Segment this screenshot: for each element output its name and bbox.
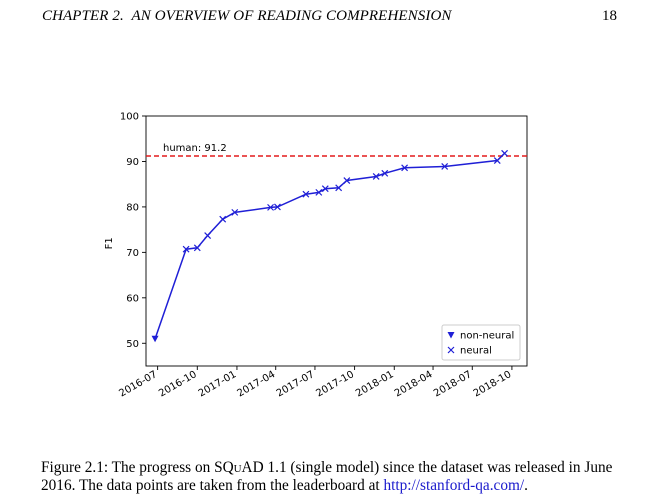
neural-data-point: [274, 203, 281, 211]
neural-data-point: [231, 208, 239, 216]
x-tick-label: 2018-10: [472, 369, 514, 399]
x-tick-label: 2016-10: [157, 369, 199, 399]
neural-data-point: [219, 215, 227, 223]
page-header: CHAPTER 2. AN OVERVIEW OF READING COMPRE…: [42, 8, 617, 28]
y-axis-label: F1: [104, 237, 115, 249]
neural-data-point: [493, 157, 501, 164]
plot-frame: [145, 115, 528, 367]
neural-data-point: [302, 190, 310, 198]
figure-caption: Figure 2.1: The progress on SQuAD 1.1 (s…: [41, 459, 626, 495]
y-tick-label: 70: [126, 248, 139, 259]
y-tick-label: 80: [126, 202, 139, 213]
neural-data-point: [401, 164, 409, 172]
neural-data-point: [381, 169, 389, 177]
neural-data-point: [321, 185, 329, 193]
chapter-label: CHAPTER 2.: [42, 8, 124, 24]
x-tick-label: 2018-01: [354, 369, 396, 399]
f1-progress-chart: 50607080901002016-072016-102017-012017-0…: [104, 112, 528, 399]
neural-data-point: [267, 203, 274, 211]
neural-data-point: [315, 188, 323, 196]
neural-data-point: [441, 163, 449, 170]
legend-non-neural-label: non-neural: [460, 331, 514, 342]
neural-data-point: [204, 232, 212, 239]
x-tick-label: 2017-04: [236, 369, 278, 399]
legend-neural-label: neural: [460, 346, 492, 357]
y-tick-label: 100: [120, 112, 139, 123]
neural-data-point: [335, 184, 343, 192]
non-neural-data-point: [151, 335, 159, 343]
leaderboard-link[interactable]: http://stanford-qa.com/: [383, 477, 525, 494]
caption-middle: 1.1 (single model) since the dataset was…: [41, 459, 613, 494]
page-number: 18: [602, 8, 617, 24]
progress-line: [154, 152, 506, 339]
legend: non-neural neural: [441, 324, 521, 361]
caption-dataset: SQuAD: [214, 459, 264, 476]
x-tick-label: 2017-01: [197, 369, 239, 399]
y-tick-label: 50: [126, 339, 139, 350]
neural-data-point: [193, 244, 201, 252]
x-tick-label: 2018-07: [432, 369, 474, 399]
y-tick-label: 90: [126, 157, 139, 168]
chapter-title: AN OVERVIEW OF READING COMPREHENSION: [131, 8, 452, 24]
caption-suffix: .: [524, 477, 528, 494]
neural-data-point: [343, 177, 351, 184]
caption-prefix: Figure 2.1: The progress on: [41, 459, 215, 476]
neural-data-point: [372, 173, 380, 180]
x-tick-label: 2016-07: [117, 369, 159, 399]
legend-non-neural-marker: [447, 332, 455, 339]
neural-data-point: [501, 149, 509, 157]
neural-data-point: [182, 245, 190, 253]
human-reference-label: human: 91.2: [163, 143, 227, 154]
legend-box: [441, 324, 521, 361]
x-tick-label: 2017-07: [275, 369, 317, 399]
x-tick-label: 2018-04: [393, 369, 435, 399]
chapter-heading: CHAPTER 2. AN OVERVIEW OF READING COMPRE…: [42, 8, 451, 25]
y-tick-label: 60: [126, 293, 139, 304]
x-tick-label: 2017-10: [314, 369, 356, 399]
legend-neural-marker: [447, 346, 455, 354]
